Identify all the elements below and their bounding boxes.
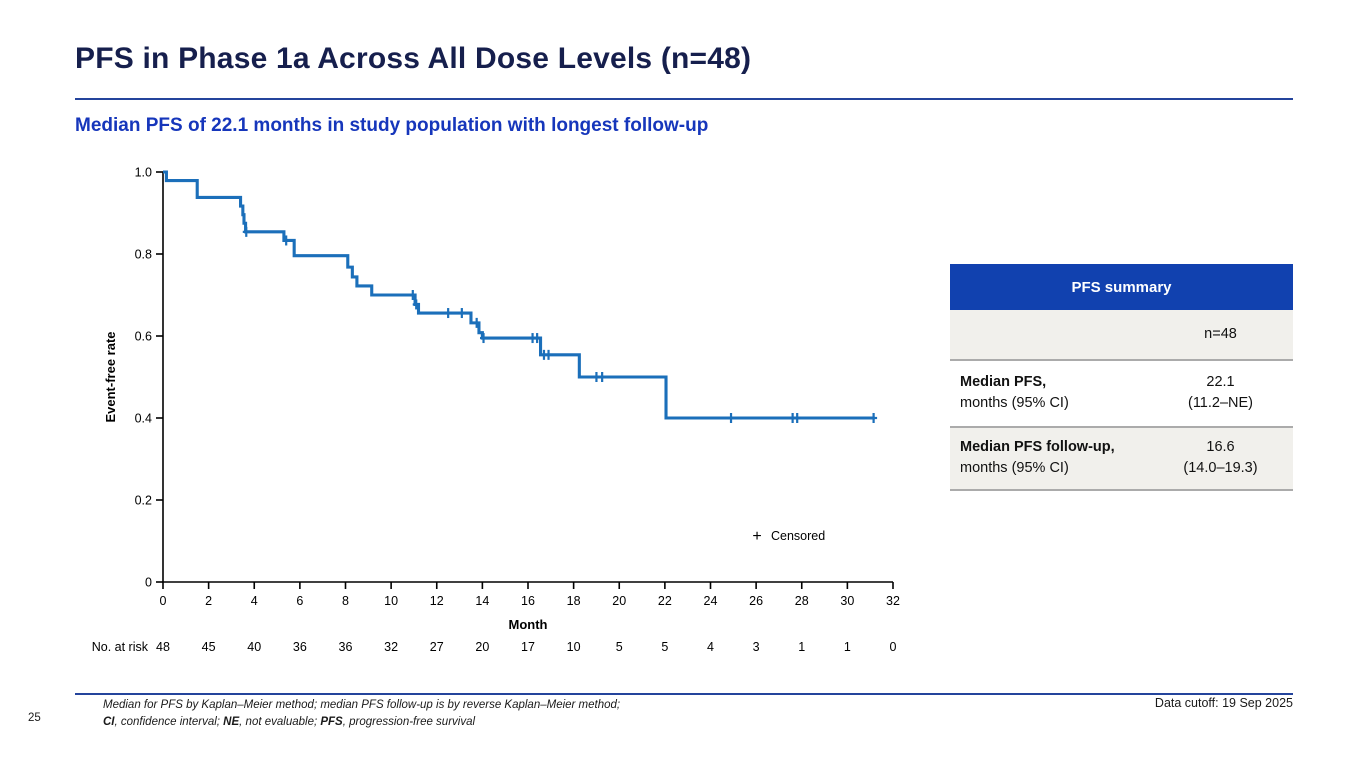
risk-count: 45 [202,640,216,654]
table-cell-empty [950,310,1148,359]
value-line1: 16.6 [1206,439,1235,455]
y-tick-label: 1.0 [135,166,152,180]
x-tick-label: 2 [205,594,212,608]
row-label-bold: Median PFS follow-up, [960,439,1115,455]
row-label-rest: months (95% CI) [960,395,1069,411]
x-axis-label: Month [509,617,548,632]
table-row-median-pfs: Median PFS, months (95% CI) 22.1 (11.2–N… [950,361,1293,428]
table-cell-n: n=48 [1204,326,1237,342]
km-step-curve [163,170,875,420]
footnote-part: NE [223,716,240,728]
y-axis-label: Event-free rate [103,331,118,422]
risk-count: 1 [844,640,851,654]
table-row-n: n=48 [950,310,1293,361]
risk-count: 36 [293,640,307,654]
footnote-part: , progression-free survival [342,716,476,728]
x-tick-label: 32 [886,594,900,608]
footnote-abbreviations: CI, confidence interval; NE, not evaluab… [103,716,475,728]
y-tick-label: 0.6 [135,330,152,344]
table-cell-value: 16.6 (14.0–19.3) [1148,428,1293,489]
y-tick-label: 0 [145,576,152,590]
x-tick-label: 10 [384,594,398,608]
x-tick-label: 16 [521,594,535,608]
x-tick-label: 6 [296,594,303,608]
slide-subtitle: Median PFS of 22.1 months in study popul… [75,115,709,136]
x-tick-label: 22 [658,594,672,608]
footnote-part: CI [103,716,115,728]
value-line2: (11.2–NE) [1187,395,1253,411]
table-cell-label: Median PFS, months (95% CI) [950,363,1148,424]
y-tick-label: 0.8 [135,248,152,262]
footnote-part: , confidence interval; [114,716,224,728]
risk-count: 1 [798,640,805,654]
x-tick-label: 0 [160,594,167,608]
value-line2: (14.0–19.3) [1183,460,1258,476]
risk-count: 48 [156,640,170,654]
risk-count: 27 [430,640,444,654]
footnote-part: PFS [320,716,343,728]
x-tick-label: 24 [704,594,718,608]
censored-plus-symbol: + [752,528,761,545]
footnote-part: , not evaluable; [239,716,321,728]
value-line1: 22.1 [1206,374,1235,390]
footnote-methods: Median for PFS by Kaplan–Meier method; m… [103,699,621,711]
risk-count: 20 [475,640,489,654]
x-tick-label: 14 [475,594,489,608]
x-tick-label: 30 [840,594,854,608]
page-title: PFS in Phase 1a Across All Dose Levels (… [75,42,752,75]
row-label-rest: months (95% CI) [960,460,1069,476]
risk-count: 5 [661,640,668,654]
table-row-median-followup: Median PFS follow-up, months (95% CI) 16… [950,428,1293,491]
y-tick-label: 0.4 [135,412,152,426]
risk-count: 0 [890,640,897,654]
pfs-summary-table: PFS summary n=48 Median PFS, months (95%… [950,264,1293,491]
footer-divider [75,693,1293,695]
x-tick-label: 4 [251,594,258,608]
y-tick-label: 0.2 [135,494,152,508]
data-cutoff-label: Data cutoff: 19 Sep 2025 [1154,696,1293,710]
x-tick-label: 20 [612,594,626,608]
risk-count: 40 [247,640,261,654]
x-tick-label: 28 [795,594,809,608]
risk-count: 32 [384,640,398,654]
risk-count: 5 [616,640,623,654]
risk-count: 10 [567,640,581,654]
risk-count: 17 [521,640,535,654]
risk-table-label: No. at risk [92,640,149,654]
risk-count: 36 [339,640,353,654]
kaplan-meier-chart: 1.00.80.60.40.200 2 4 6 8 10 12 14 16 18 20 22 24 26 2… [92,166,900,655]
x-tick-label: 26 [749,594,763,608]
x-tick-label: 8 [342,594,349,608]
x-tick-label: 12 [430,594,444,608]
page-number: 25 [28,712,41,724]
row-label-bold: Median PFS, [960,374,1047,390]
table-cell-value: 22.1 (11.2–NE) [1148,363,1293,424]
x-tick-label: 18 [567,594,581,608]
title-divider [75,98,1293,100]
censored-legend-label: Censored [771,529,825,543]
table-cell-label: Median PFS follow-up, months (95% CI) [950,428,1148,489]
table-header: PFS summary [950,264,1293,310]
risk-count: 4 [707,640,714,654]
risk-count: 3 [753,640,760,654]
